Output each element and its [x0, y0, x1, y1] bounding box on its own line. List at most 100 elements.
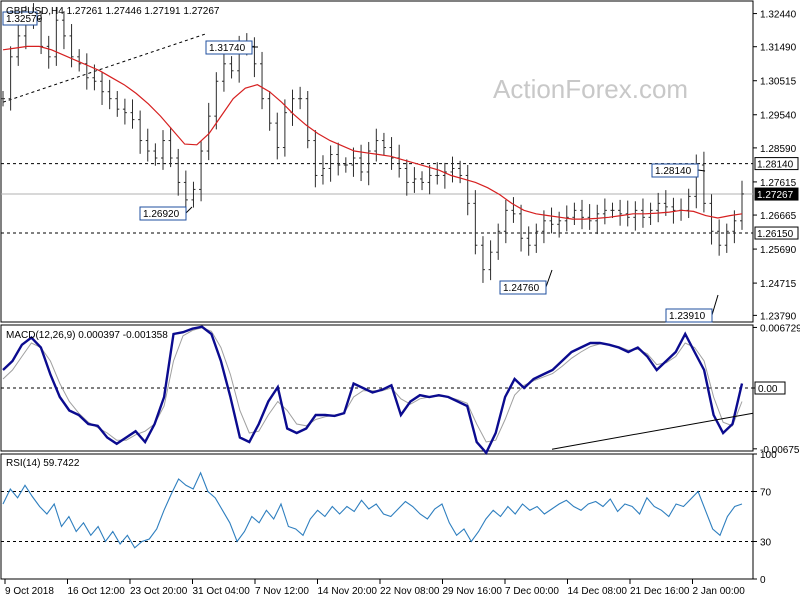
price-ytick-label: 1.27615 [760, 178, 797, 189]
price-level-tag: 1.28140 [754, 157, 799, 171]
price-bar [496, 223, 501, 260]
price-ytick-label: 1.23790 [760, 311, 797, 322]
annotation-leader [545, 269, 553, 288]
price-bar [656, 192, 661, 223]
price-bar [8, 46, 13, 111]
price-bar [191, 181, 196, 208]
price-bar [1, 91, 5, 107]
price-bar [138, 110, 143, 154]
annotation-label: 1.23910 [669, 311, 706, 322]
price-annotation: 1.32570 [2, 11, 43, 26]
annotation-box [651, 163, 699, 178]
price-pane-frame [0, 0, 754, 323]
price-annotation: 1.31740 [205, 40, 258, 55]
price-bar [473, 190, 478, 255]
price-bar [336, 142, 341, 176]
price-ytick-label: 1.31490 [760, 43, 797, 54]
price-bar [557, 211, 562, 238]
price-level-tag: 1.27267 [754, 187, 799, 201]
annotation-label: 1.26920 [143, 209, 180, 220]
rsi-layer [1, 471, 753, 549]
price-level-tag-label: 1.26150 [757, 229, 794, 240]
macd-ytick-label: -0.006758 [760, 445, 800, 456]
x-tick-label: 9 Oct 2018 [5, 586, 54, 597]
price-layer: 1.32570 1.31740 1.26920 1.24760 1.28140 1.239… [1, 3, 753, 323]
macd-title: MACD(12,26,9) 0.000397 -0.001358 [6, 330, 168, 341]
x-tick-label: 16 Oct 12:00 [68, 586, 126, 597]
price-bar [427, 164, 432, 195]
price-bar [199, 140, 204, 202]
price-bar [519, 204, 524, 252]
price-bar [389, 137, 394, 170]
annotation-box [205, 40, 253, 55]
price-bar [488, 240, 493, 281]
x-tick-label: 22 Nov 08:00 [380, 586, 440, 597]
price-bar [61, 11, 66, 50]
price-bar [740, 180, 744, 230]
macd-trendline [551, 412, 754, 450]
macd-zero-tag-label: 0.00 [758, 384, 778, 395]
price-bar [572, 202, 577, 226]
price-bar [351, 147, 356, 177]
price-bar [480, 236, 485, 283]
price-bar [229, 56, 234, 79]
rsi-line [2, 471, 743, 549]
chart-title: GBPUSD,H4 1.27261 1.27446 1.27191 1.2726… [6, 6, 220, 17]
x-tick-label: 23 Oct 20:00 [130, 586, 188, 597]
x-tick-label: 21 Dec 16:00 [630, 586, 690, 597]
price-bar [275, 112, 280, 160]
x-tick-label: 7 Dec 00:00 [505, 586, 559, 597]
rsi-ytick-label: 30 [760, 538, 772, 549]
price-bar [595, 204, 600, 235]
price-ytick-label: 1.25690 [760, 245, 797, 256]
rsi-pane-frame [0, 453, 754, 580]
price-bar [633, 201, 638, 231]
rsi-title: RSI(14) 59.7422 [6, 458, 80, 469]
axis-layer: 1.32440 1.31490 1.30515 1.29540 1.28590 1.276… [4, 10, 800, 597]
annotation-label: 1.32570 [6, 14, 43, 25]
price-bar [412, 167, 417, 193]
x-tick-label: 14 Nov 20:00 [318, 586, 378, 597]
rsi-ytick-label: 100 [760, 450, 777, 461]
price-bar [366, 141, 371, 186]
watermark: ActionForex.com [493, 74, 688, 104]
price-bar [724, 223, 729, 253]
price-bar [107, 79, 112, 110]
macd-zero-tag-box [754, 381, 786, 395]
price-ytick-label: 1.26665 [760, 211, 797, 222]
x-tick-label: 2 Jan 00:00 [693, 586, 746, 597]
macd-ytick-label: 0.006729 [760, 323, 800, 334]
annotation-label: 1.31740 [209, 43, 246, 54]
price-bar [214, 72, 219, 130]
price-bar [69, 24, 74, 68]
price-annotation: 1.23910 [665, 294, 719, 323]
price-bar [602, 198, 607, 225]
price-bar [435, 162, 440, 185]
price-bar [701, 151, 706, 213]
annotation-label: 1.24760 [503, 283, 540, 294]
price-bar [709, 194, 714, 245]
price-bar [160, 130, 165, 170]
price-bar [503, 199, 508, 244]
price-bar [46, 35, 51, 69]
price-bar [381, 132, 386, 156]
price-annotation: 1.24760 [499, 269, 553, 295]
price-bar [176, 148, 181, 196]
price-bar [305, 91, 310, 149]
annotation-leader [185, 206, 193, 214]
price-bar [420, 171, 425, 191]
price-bar [130, 99, 135, 129]
price-bar [458, 160, 463, 184]
price-bar [221, 51, 226, 92]
price-bar [183, 170, 188, 211]
price-level-tag: 1.26150 [754, 226, 799, 240]
macd-line [2, 325, 744, 455]
price-bar [671, 197, 676, 224]
rsi-ytick-label: 70 [760, 488, 772, 499]
price-bar [511, 197, 516, 223]
price-bar [313, 130, 318, 188]
price-level-tag-box [754, 226, 799, 240]
price-ma-line [2, 45, 743, 220]
price-bar [298, 86, 303, 110]
